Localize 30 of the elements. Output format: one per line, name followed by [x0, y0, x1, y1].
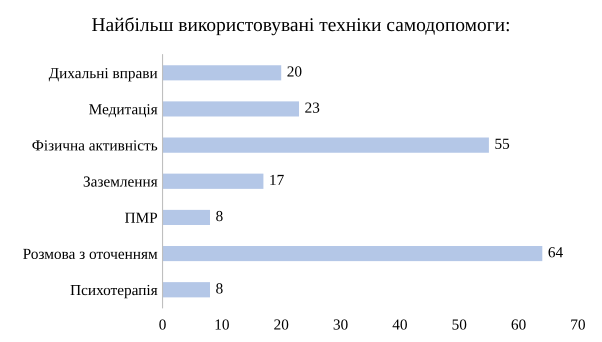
- x-tick-label: 10: [216, 319, 229, 330]
- x-tick-label: 60: [512, 319, 526, 330]
- data-label: 8: [216, 283, 223, 294]
- y-tick-label: ПМР: [125, 212, 158, 223]
- bar: [162, 65, 282, 80]
- y-tick-label: Заземлення: [84, 176, 158, 187]
- x-tick-label: 40: [392, 319, 407, 330]
- data-label: 55: [495, 138, 510, 149]
- data-label: 20: [287, 66, 302, 77]
- y-tick-label: Дихальні вправи: [48, 68, 158, 82]
- data-label: 23: [305, 102, 320, 113]
- x-tick-label: 20: [274, 319, 288, 330]
- x-tick-label: 50: [452, 319, 466, 330]
- bar: [162, 138, 489, 153]
- x-tick-label: 70: [571, 319, 585, 330]
- x-tick-label: 30: [334, 319, 348, 330]
- data-label: 64: [548, 247, 563, 258]
- y-tick-label: Психотерапія: [70, 284, 158, 298]
- y-tick-label: Медитація: [89, 104, 158, 118]
- bar: [162, 210, 210, 226]
- y-tick-label: Розмова з оточенням: [23, 248, 158, 260]
- bar: [162, 174, 264, 189]
- bar: [162, 282, 210, 298]
- bar: [162, 101, 300, 117]
- chart-title: Найбільш використовувані техніки самодопомоги:: [92, 17, 509, 36]
- data-label: 8: [216, 210, 223, 222]
- x-tick-label: 0: [159, 319, 166, 330]
- y-tick-label: Фізична активність: [32, 140, 158, 151]
- bar: [162, 246, 542, 262]
- data-label: 17: [270, 174, 284, 185]
